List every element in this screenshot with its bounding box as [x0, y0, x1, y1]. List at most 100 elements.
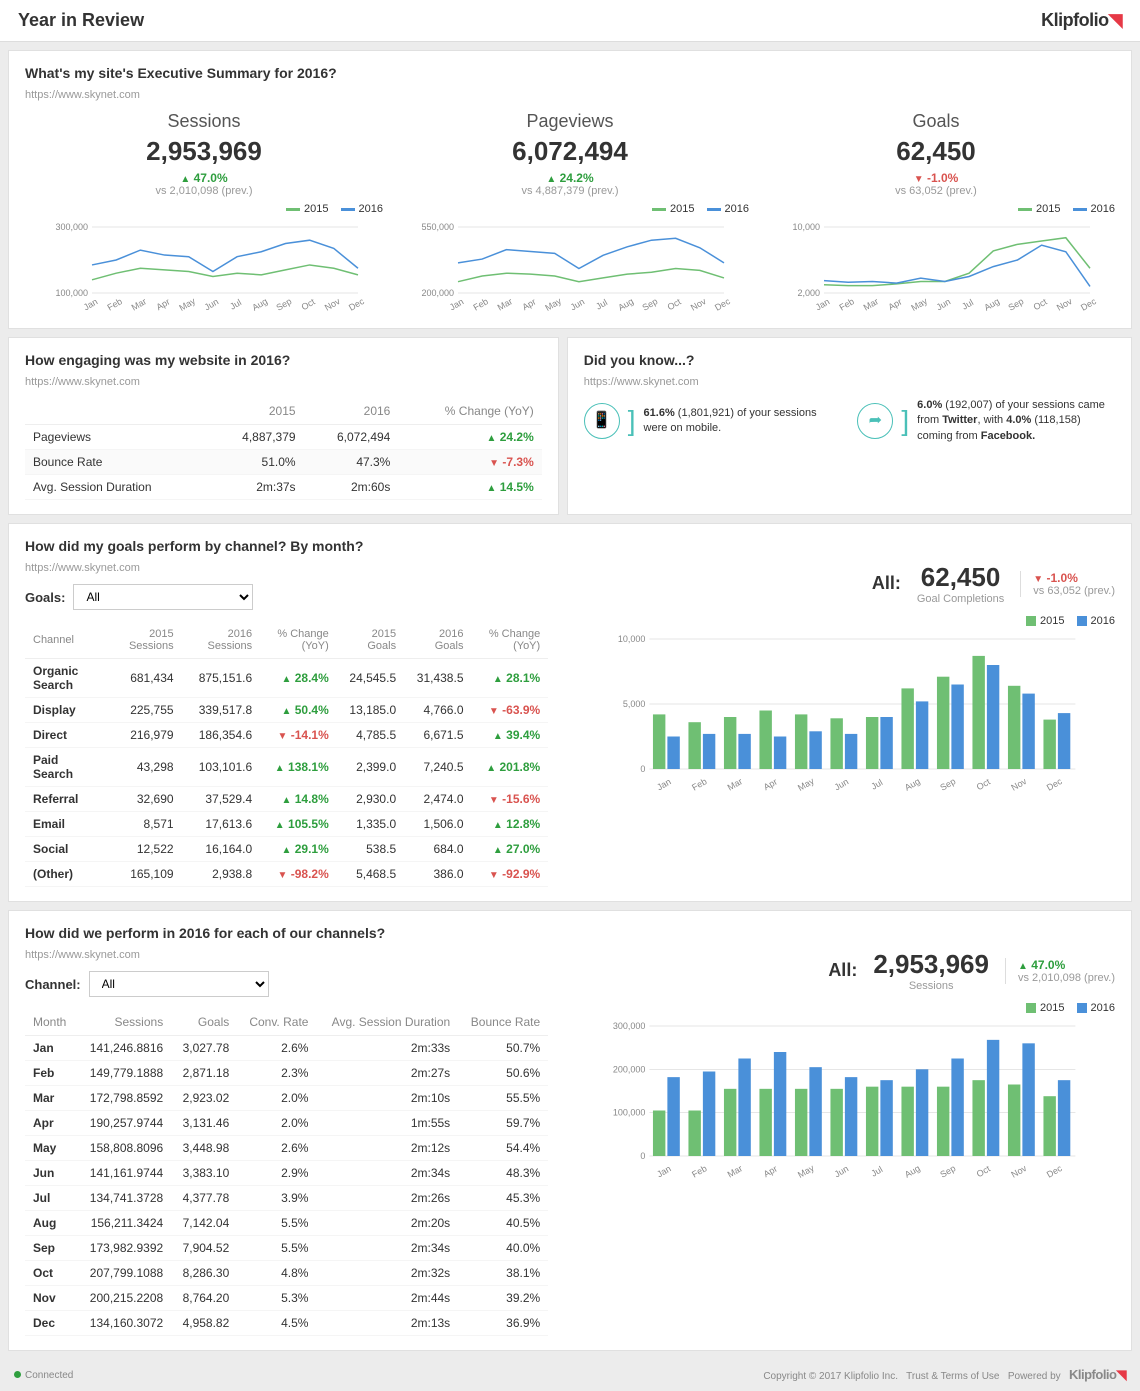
- svg-text:100,000: 100,000: [55, 288, 88, 298]
- table-row: Jan141,246.88163,027.782.6%2m:33s50.7%: [25, 1036, 548, 1061]
- panel-executive-summary: What's my site's Executive Summary for 2…: [8, 50, 1132, 329]
- panel-title: What's my site's Executive Summary for 2…: [25, 65, 1115, 81]
- svg-text:300,000: 300,000: [613, 1021, 646, 1031]
- table-row: Social12,52216,164.0▲ 29.1%538.5684.0▲ 2…: [25, 837, 548, 862]
- panel-title: How did my goals perform by channel? By …: [25, 538, 1115, 554]
- table-row: Email8,57117,613.6▲ 105.5%1,335.01,506.0…: [25, 812, 548, 837]
- footer-link[interactable]: Trust & Terms of Use: [906, 1371, 999, 1382]
- svg-text:0: 0: [641, 1151, 646, 1161]
- svg-text:Feb: Feb: [471, 296, 489, 311]
- channels-bar-chart: 0 100,000 200,000 300,000 Jan Feb Mar Apr May Jun…: [568, 1020, 1115, 1180]
- svg-text:Jun: Jun: [833, 1163, 851, 1179]
- table-row: Organic Search681,434875,151.6▲ 28.4%24,…: [25, 659, 548, 698]
- svg-text:Feb: Feb: [690, 1163, 708, 1179]
- svg-text:May: May: [796, 1163, 816, 1180]
- site-url: https://www.skynet.com: [25, 562, 548, 574]
- site-url: https://www.skynet.com: [25, 89, 1115, 101]
- svg-text:Mar: Mar: [726, 776, 744, 792]
- site-url: https://www.skynet.com: [25, 376, 542, 388]
- mobile-icon: 📱: [584, 403, 620, 439]
- svg-text:May: May: [543, 296, 563, 311]
- svg-text:Dec: Dec: [347, 296, 366, 311]
- svg-text:Sep: Sep: [275, 296, 294, 311]
- panel-goals: How did my goals perform by channel? By …: [8, 523, 1132, 902]
- svg-text:May: May: [909, 296, 929, 311]
- table-row: Apr190,257.97443,131.462.0%1m:55s59.7%: [25, 1111, 548, 1136]
- svg-text:Oct: Oct: [1032, 296, 1050, 311]
- table-row: (Other)165,1092,938.8▼ -98.2%5,468.5386.…: [25, 862, 548, 887]
- svg-text:Jan: Jan: [655, 776, 673, 792]
- svg-text:Feb: Feb: [837, 296, 855, 311]
- svg-text:200,000: 200,000: [421, 288, 454, 298]
- svg-text:Aug: Aug: [903, 776, 922, 793]
- svg-text:Feb: Feb: [105, 296, 123, 311]
- svg-text:Sep: Sep: [939, 776, 958, 793]
- table-row: Jun141,161.97443,383.102.9%2m:34s48.3%: [25, 1161, 548, 1186]
- svg-text:Jun: Jun: [935, 296, 953, 311]
- svg-text:0: 0: [641, 764, 646, 774]
- chart-legend: 2015 2016: [568, 1002, 1115, 1014]
- table-row: Pageviews4,887,3796,072,494▲ 24.2%: [25, 425, 542, 450]
- svg-text:Jul: Jul: [594, 297, 609, 311]
- table-row: Aug156,211.34247,142.045.5%2m:20s40.5%: [25, 1211, 548, 1236]
- site-url: https://www.skynet.com: [25, 949, 548, 961]
- svg-text:Mar: Mar: [130, 296, 148, 311]
- table-row: Oct207,799.10888,286.304.8%2m:32s38.1%: [25, 1261, 548, 1286]
- svg-text:2,000: 2,000: [797, 288, 820, 298]
- svg-text:Feb: Feb: [690, 776, 708, 792]
- panel-title: How engaging was my website in 2016?: [25, 352, 542, 368]
- svg-text:Jun: Jun: [833, 776, 851, 792]
- svg-text:Jan: Jan: [82, 296, 100, 311]
- table-row: Dec134,160.30724,958.824.5%2m:13s36.9%: [25, 1311, 548, 1336]
- svg-text:100,000: 100,000: [613, 1108, 646, 1118]
- svg-text:Apr: Apr: [762, 1164, 779, 1180]
- svg-text:Dec: Dec: [1045, 1163, 1064, 1180]
- svg-text:Apr: Apr: [886, 297, 903, 311]
- table-row: Mar172,798.85922,923.022.0%2m:10s55.5%: [25, 1086, 548, 1111]
- goals-selector[interactable]: All: [73, 584, 253, 610]
- brand-logo: Klipfolio◥: [1041, 10, 1122, 31]
- metric-goals: Goals 62,450 ▼ -1.0% vs 63,052 (prev.) 2…: [757, 111, 1115, 314]
- svg-text:Dec: Dec: [1079, 296, 1098, 311]
- page-title: Year in Review: [18, 10, 144, 31]
- goals-bar-chart: 05,00010,000JanFebMarAprMayJunJulAugSepO…: [568, 633, 1115, 793]
- svg-text:May: May: [796, 776, 816, 793]
- svg-text:200,000: 200,000: [613, 1064, 646, 1074]
- svg-text:Jan: Jan: [655, 1163, 673, 1179]
- svg-text:Apr: Apr: [520, 297, 537, 311]
- table-row: Jul134,741.37284,377.783.9%2m:26s45.3%: [25, 1186, 548, 1211]
- svg-text:550,000: 550,000: [421, 222, 454, 232]
- panel-channels: How did we perform in 2016 for each of o…: [8, 910, 1132, 1351]
- metric-sessions: Sessions 2,953,969 ▲ 47.0% vs 2,010,098 …: [25, 111, 383, 314]
- svg-text:Oct: Oct: [300, 296, 318, 311]
- channels-table: MonthSessionsGoalsConv. RateAvg. Session…: [25, 1009, 548, 1336]
- panel-did-you-know: Did you know...? https://www.skynet.com …: [567, 337, 1132, 515]
- panel-engaging: How engaging was my website in 2016? htt…: [8, 337, 559, 515]
- svg-text:Apr: Apr: [762, 777, 779, 793]
- svg-text:Apr: Apr: [154, 297, 171, 311]
- table-row: Referral32,69037,529.4▲ 14.8%2,930.02,47…: [25, 787, 548, 812]
- svg-text:Jul: Jul: [870, 1164, 885, 1178]
- svg-text:300,000: 300,000: [55, 222, 88, 232]
- table-row: Avg. Session Duration2m:37s2m:60s▲ 14.5%: [25, 475, 542, 500]
- svg-text:Oct: Oct: [975, 1163, 993, 1179]
- footer: Connected Copyright © 2017 Klipfolio Inc…: [0, 1359, 1140, 1391]
- svg-text:Sep: Sep: [939, 1163, 958, 1180]
- fact-mobile: 📱 ] 61.6% (1,801,921) of your sessions w…: [584, 398, 842, 444]
- svg-text:5,000: 5,000: [623, 699, 646, 709]
- svg-text:Mar: Mar: [726, 1163, 744, 1179]
- status-indicator-icon: [14, 1371, 21, 1378]
- svg-text:Oct: Oct: [975, 776, 993, 792]
- svg-text:Dec: Dec: [1045, 776, 1064, 793]
- site-url: https://www.skynet.com: [584, 376, 1115, 388]
- svg-text:Jul: Jul: [228, 297, 243, 311]
- channel-selector[interactable]: All: [89, 971, 269, 997]
- svg-text:Jul: Jul: [870, 777, 885, 791]
- svg-text:Mar: Mar: [496, 296, 514, 311]
- svg-text:10,000: 10,000: [792, 222, 820, 232]
- svg-text:Nov: Nov: [1055, 296, 1074, 311]
- channel-selector-label: Channel:: [25, 977, 81, 992]
- svg-text:Nov: Nov: [689, 296, 708, 311]
- table-row: Display225,755339,517.8▲ 50.4%13,185.04,…: [25, 698, 548, 723]
- svg-text:Mar: Mar: [862, 296, 880, 311]
